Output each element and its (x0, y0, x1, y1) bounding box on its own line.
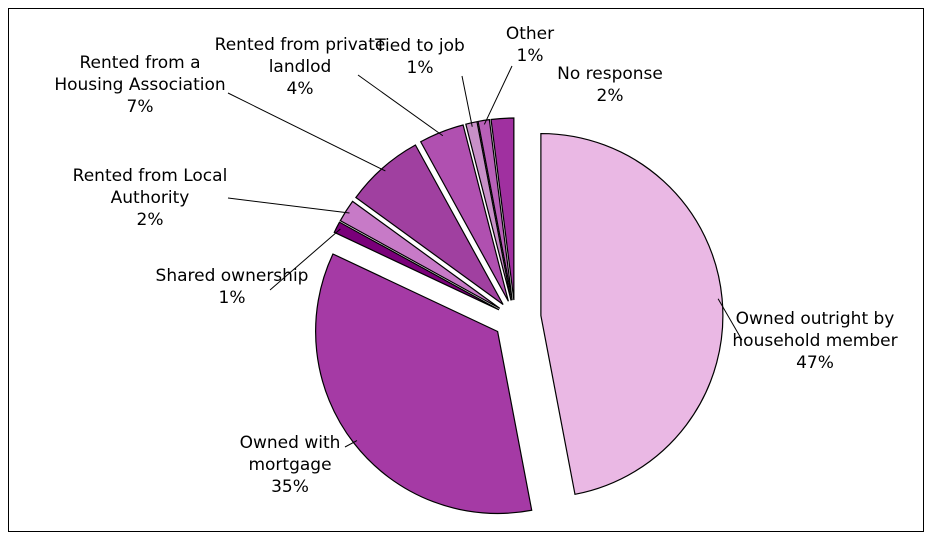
value-label: 7% (126, 97, 154, 117)
leader-line (344, 440, 358, 448)
slice-label: Other 1% (440, 23, 620, 67)
value-label: 4% (286, 79, 314, 99)
leader-line (357, 74, 444, 137)
value-label: 1% (218, 288, 246, 308)
slice-label: Rented from Local Authority 2% (60, 165, 240, 231)
pie-slice (540, 132, 724, 496)
category-label: Other (505, 24, 555, 44)
slice-label: Owned with mortgage 35% (200, 432, 380, 498)
value-label: 1% (406, 58, 434, 78)
value-label: 47% (796, 353, 834, 373)
leader-line (269, 228, 341, 291)
category-label: Rented from private landlod (214, 35, 386, 77)
pie-slice (419, 124, 509, 302)
category-label: Tied to job (375, 36, 465, 56)
leader-line (461, 75, 473, 127)
category-label: Rented from Local Authority (72, 166, 228, 208)
slice-label: Shared ownership 1% (142, 265, 322, 309)
category-label: Owned outright by household member (732, 309, 898, 351)
pie-slice (333, 221, 500, 311)
pie-slice (355, 144, 504, 305)
slice-label: Rented from a Housing Association 7% (50, 52, 230, 118)
leader-line (227, 197, 350, 214)
leader-line (483, 65, 513, 125)
value-label: 2% (596, 86, 624, 106)
pie-slice (339, 200, 501, 309)
pie-slice (315, 253, 533, 515)
slice-label: Owned outright by household member 47% (725, 308, 905, 374)
value-label: 2% (136, 210, 164, 230)
category-label: No response (557, 64, 663, 84)
slice-label: Rented from private landlod 4% (210, 34, 390, 100)
slice-label: Tied to job 1% (330, 35, 510, 79)
value-label: 35% (271, 477, 309, 497)
leader-line (227, 92, 386, 172)
category-label: Owned with mortgage (239, 433, 341, 475)
value-label: 1% (516, 46, 544, 66)
leader-line (717, 298, 743, 341)
slice-label: No response 2% (520, 63, 700, 107)
pie-slice (490, 117, 515, 301)
pie-slice (477, 118, 513, 301)
category-label: Rented from a Housing Association (54, 53, 226, 95)
category-label: Shared ownership (155, 266, 309, 286)
